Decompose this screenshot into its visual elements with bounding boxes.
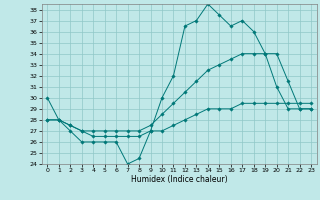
- X-axis label: Humidex (Indice chaleur): Humidex (Indice chaleur): [131, 175, 228, 184]
